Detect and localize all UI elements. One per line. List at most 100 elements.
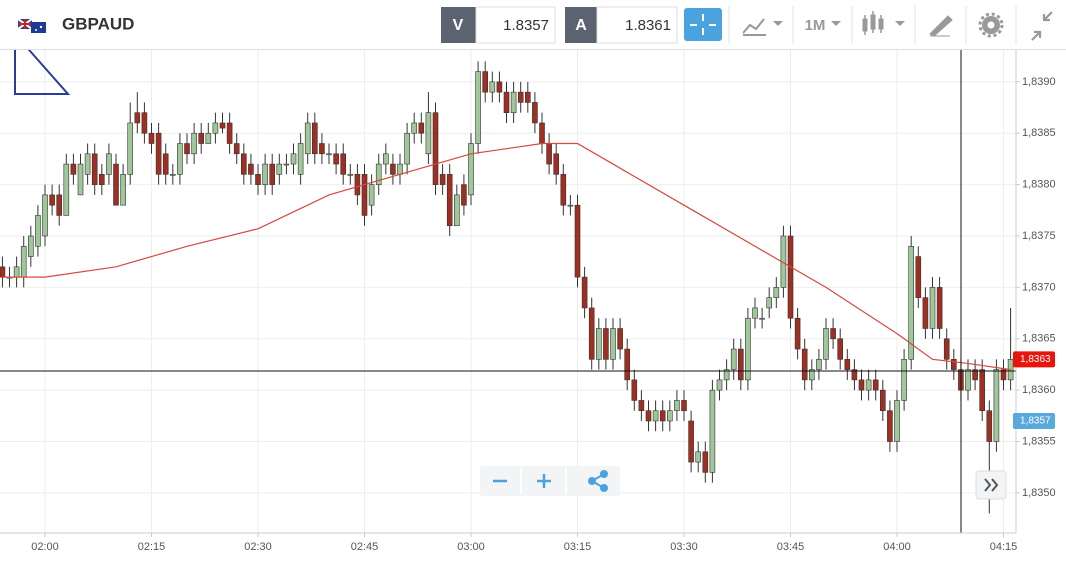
y-tick-label: 1,8355 [1022,435,1056,447]
zoom-in-button[interactable] [537,474,551,488]
candle-body [397,163,403,175]
candle-body [581,276,588,309]
candle-body [446,174,453,227]
triangle-drawing[interactable] [14,31,71,95]
candle-body [347,174,354,176]
y-tick-label: 1,8375 [1022,230,1056,242]
x-tick-label: 02:30 [244,541,272,553]
candle-body [170,174,176,176]
crosshair-button[interactable] [684,8,722,41]
candle-body [929,287,936,329]
candle-body [631,379,638,401]
candle-body [120,174,126,206]
x-tick-label: 02:15 [138,541,166,553]
candle-body [482,71,489,93]
candle-body [503,91,510,113]
candle-body [766,297,773,309]
candle-body [496,81,503,93]
candle-body [702,451,709,473]
candle-body [354,174,361,196]
bid-price[interactable]: 1.8357 [503,17,549,34]
symbol[interactable]: GBPAUD [62,14,134,33]
candle-body [418,122,425,134]
candle-body [454,194,460,227]
dropdown-arrow [773,21,783,26]
candle-body [162,153,169,175]
candle-body [42,194,48,237]
candle-body [262,163,268,185]
indicators-icon[interactable] [862,11,884,35]
candle-body [716,379,723,391]
candle-body [972,369,978,381]
candle-body [113,163,119,206]
candle-body [106,153,112,175]
candle-body [340,153,347,175]
draw-tool-icon[interactable] [929,15,953,37]
candle-body [297,143,304,175]
candle-body [269,163,276,185]
x-tick-label: 03:00 [457,541,485,553]
collapse-icon[interactable] [1031,11,1053,41]
candle-body [745,317,751,381]
candle-body [546,143,552,165]
candle-body [560,174,567,206]
candle-body [567,204,574,207]
candle-body [517,91,524,103]
timeframe[interactable]: 1M [805,17,826,34]
candle-body [226,122,233,144]
dropdown-arrow [831,21,841,26]
candle-body [205,132,212,144]
candle-body [99,174,105,185]
share-button[interactable] [588,470,608,492]
candle-body [603,328,609,360]
settings-icon[interactable] [978,12,1004,38]
candle-body [794,317,801,350]
candle-body [865,379,872,391]
candle-body [823,328,829,360]
ask-price[interactable]: 1.8361 [625,17,671,34]
candle-body [439,174,446,185]
candle-body [539,122,545,144]
candle-body [624,348,631,381]
candle-body [894,400,900,442]
price-tag [1013,412,1055,429]
candle-body [383,153,389,165]
candle-body [979,369,986,412]
candle-body [723,369,730,381]
candle-body [936,287,943,329]
chart-type-icon[interactable] [742,18,766,36]
candle-body [588,307,595,360]
candle-body [943,338,950,360]
candle-body [809,369,815,381]
candle-body [844,359,851,370]
candle-body [191,132,197,155]
candle-body [248,163,254,175]
candle-body [70,163,77,175]
candle-body [525,91,531,103]
candle-body [0,266,6,278]
candle-body [461,184,467,206]
candle-body [63,163,70,216]
candle-body [155,132,162,175]
candle-body [290,153,297,165]
candle-body [28,235,34,257]
candle-body [816,359,822,370]
candle-body [709,389,716,473]
candle-body [915,256,922,298]
candle-body [908,245,915,360]
candle-body [951,359,957,370]
candle-body [319,143,325,155]
candle-body [241,153,247,175]
bid-box[interactable] [475,6,556,44]
candle-body [276,163,283,175]
candle-body [255,174,261,185]
y-tick-label: 1,8385 [1022,127,1056,139]
candle-body [659,410,666,422]
x-tick-label: 03:15 [564,541,592,553]
ask-box[interactable] [596,6,678,44]
candle-body [574,204,581,278]
candle-body [738,348,744,381]
candle-body [596,328,602,360]
x-tick-label: 03:30 [670,541,698,553]
candle-body [304,122,311,155]
